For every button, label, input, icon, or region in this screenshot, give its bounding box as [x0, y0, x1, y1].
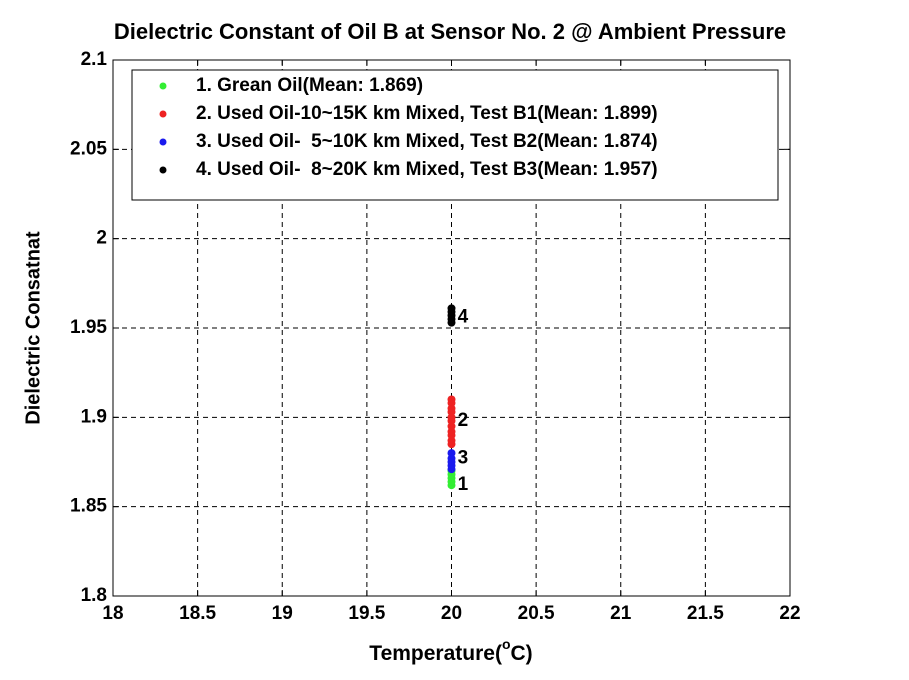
legend-label: 2. Used Oil-10~15K km Mixed, Test B1(Mea…	[196, 103, 658, 124]
y-tick-label: 1.9	[81, 406, 107, 427]
legend-marker	[159, 166, 167, 174]
x-tick-label: 20.5	[518, 603, 555, 624]
plot-frame	[112, 59, 791, 597]
x-label-part: C)	[511, 642, 533, 665]
legend-marker	[159, 82, 167, 90]
legend-marker	[159, 138, 167, 146]
x-label-part: Temperature(	[369, 642, 502, 665]
y-tick-label: 1.95	[70, 317, 107, 338]
data-point	[447, 449, 456, 458]
x-tick-label: 21.5	[687, 603, 724, 624]
annotation: 1	[458, 474, 469, 495]
x-tick-label: 18.5	[179, 603, 216, 624]
x-tick-label: 19.5	[348, 603, 385, 624]
y-tick-label: 1.85	[70, 496, 107, 517]
legend: 1. Grean Oil(Mean: 1.869) 2. Used Oil-10~…	[131, 69, 779, 201]
x-tick-label: 21	[610, 603, 632, 624]
chart-title: Dielectric Constant of Oil B at Sensor N…	[114, 19, 786, 44]
legend-box	[131, 69, 779, 201]
y-tick-label: 2.1	[81, 49, 108, 70]
annotation: 3	[458, 447, 469, 468]
x-axis-label: Temperature(oC)	[369, 636, 532, 665]
y-tick-label: 1.8	[81, 585, 107, 606]
legend-label: 3. Used Oil- 5~10K km Mixed, Test B2(Mea…	[196, 131, 658, 152]
y-axis-label: Dielectric Consatnat	[22, 231, 44, 425]
x-tick-label: 20	[441, 603, 462, 624]
y-tick-label: 2.05	[70, 138, 107, 159]
annotation: 4	[458, 306, 469, 327]
x-tick-label: 22	[779, 603, 800, 624]
x-label-superscript: o	[502, 636, 511, 652]
annotation: 2	[458, 410, 469, 431]
data-point	[447, 395, 456, 404]
data-point	[447, 304, 456, 313]
legend-label: 1. Grean Oil(Mean: 1.869)	[196, 75, 423, 96]
x-tick-label: 19	[272, 603, 293, 624]
y-tick-label: 2	[96, 228, 107, 249]
x-tick-label: 18	[102, 603, 123, 624]
legend-label: 4. Used Oil- 8~20K km Mixed, Test B3(Mea…	[196, 159, 658, 180]
legend-marker	[159, 110, 167, 118]
